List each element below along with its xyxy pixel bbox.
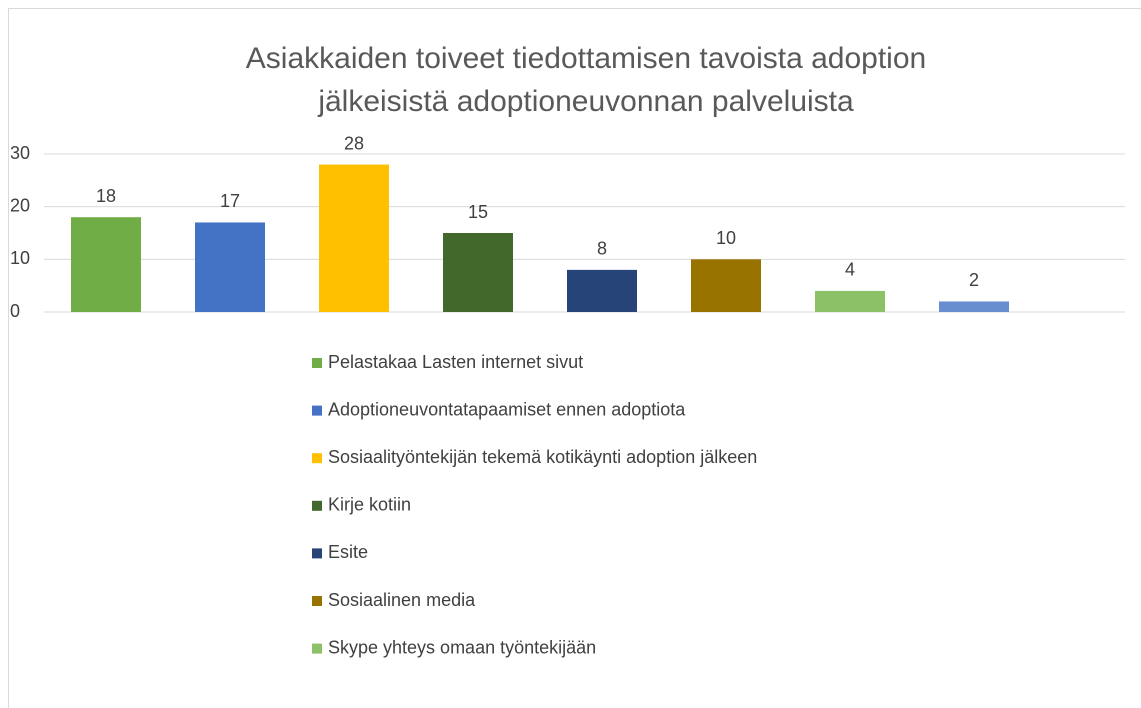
data-label: 15	[468, 202, 488, 222]
chart-frame	[8, 8, 1141, 708]
legend-swatch	[312, 405, 322, 416]
bar	[815, 290, 885, 312]
bar	[71, 217, 141, 312]
data-label: 2	[969, 270, 979, 290]
legend-label: Esite	[328, 542, 368, 562]
legend-label: Skype yhteys omaan työntekijään	[328, 637, 596, 657]
data-label: 18	[96, 186, 116, 206]
chart-title: Asiakkaiden toiveet tiedottamisen tavois…	[246, 42, 926, 75]
legend-label: Sosiaalityöntekijän tekemä kotikäynti ad…	[328, 447, 757, 467]
legend-label: Kirje kotiin	[328, 495, 411, 515]
data-label: 28	[344, 133, 364, 153]
legend-swatch	[312, 548, 322, 559]
y-tick-label: 30	[10, 143, 30, 163]
data-label: 17	[220, 191, 240, 211]
data-label: 10	[716, 228, 736, 248]
bar	[567, 269, 637, 312]
legend-label: Sosiaalinen media	[328, 590, 476, 610]
legend-swatch	[312, 596, 322, 606]
bar	[195, 222, 265, 312]
bar	[691, 259, 761, 312]
legend-label: Adoptioneuvontatapaamiset ennen adoptiot…	[328, 399, 686, 419]
bar	[939, 301, 1009, 312]
y-tick-label: 0	[10, 301, 20, 321]
data-label: 4	[845, 260, 855, 280]
bar	[443, 233, 513, 312]
legend-swatch	[312, 500, 322, 511]
legend-label: Pelastakaa Lasten internet sivut	[328, 352, 583, 372]
bar	[319, 164, 389, 312]
data-label: 8	[597, 239, 607, 259]
legend-swatch	[312, 358, 322, 368]
legend-swatch	[312, 643, 322, 654]
legend-swatch	[312, 453, 322, 464]
chart-title: jälkeisistä adoptioneuvonnan palveluista	[317, 85, 854, 118]
y-tick-label: 20	[10, 195, 30, 215]
y-tick-label: 10	[10, 248, 30, 268]
